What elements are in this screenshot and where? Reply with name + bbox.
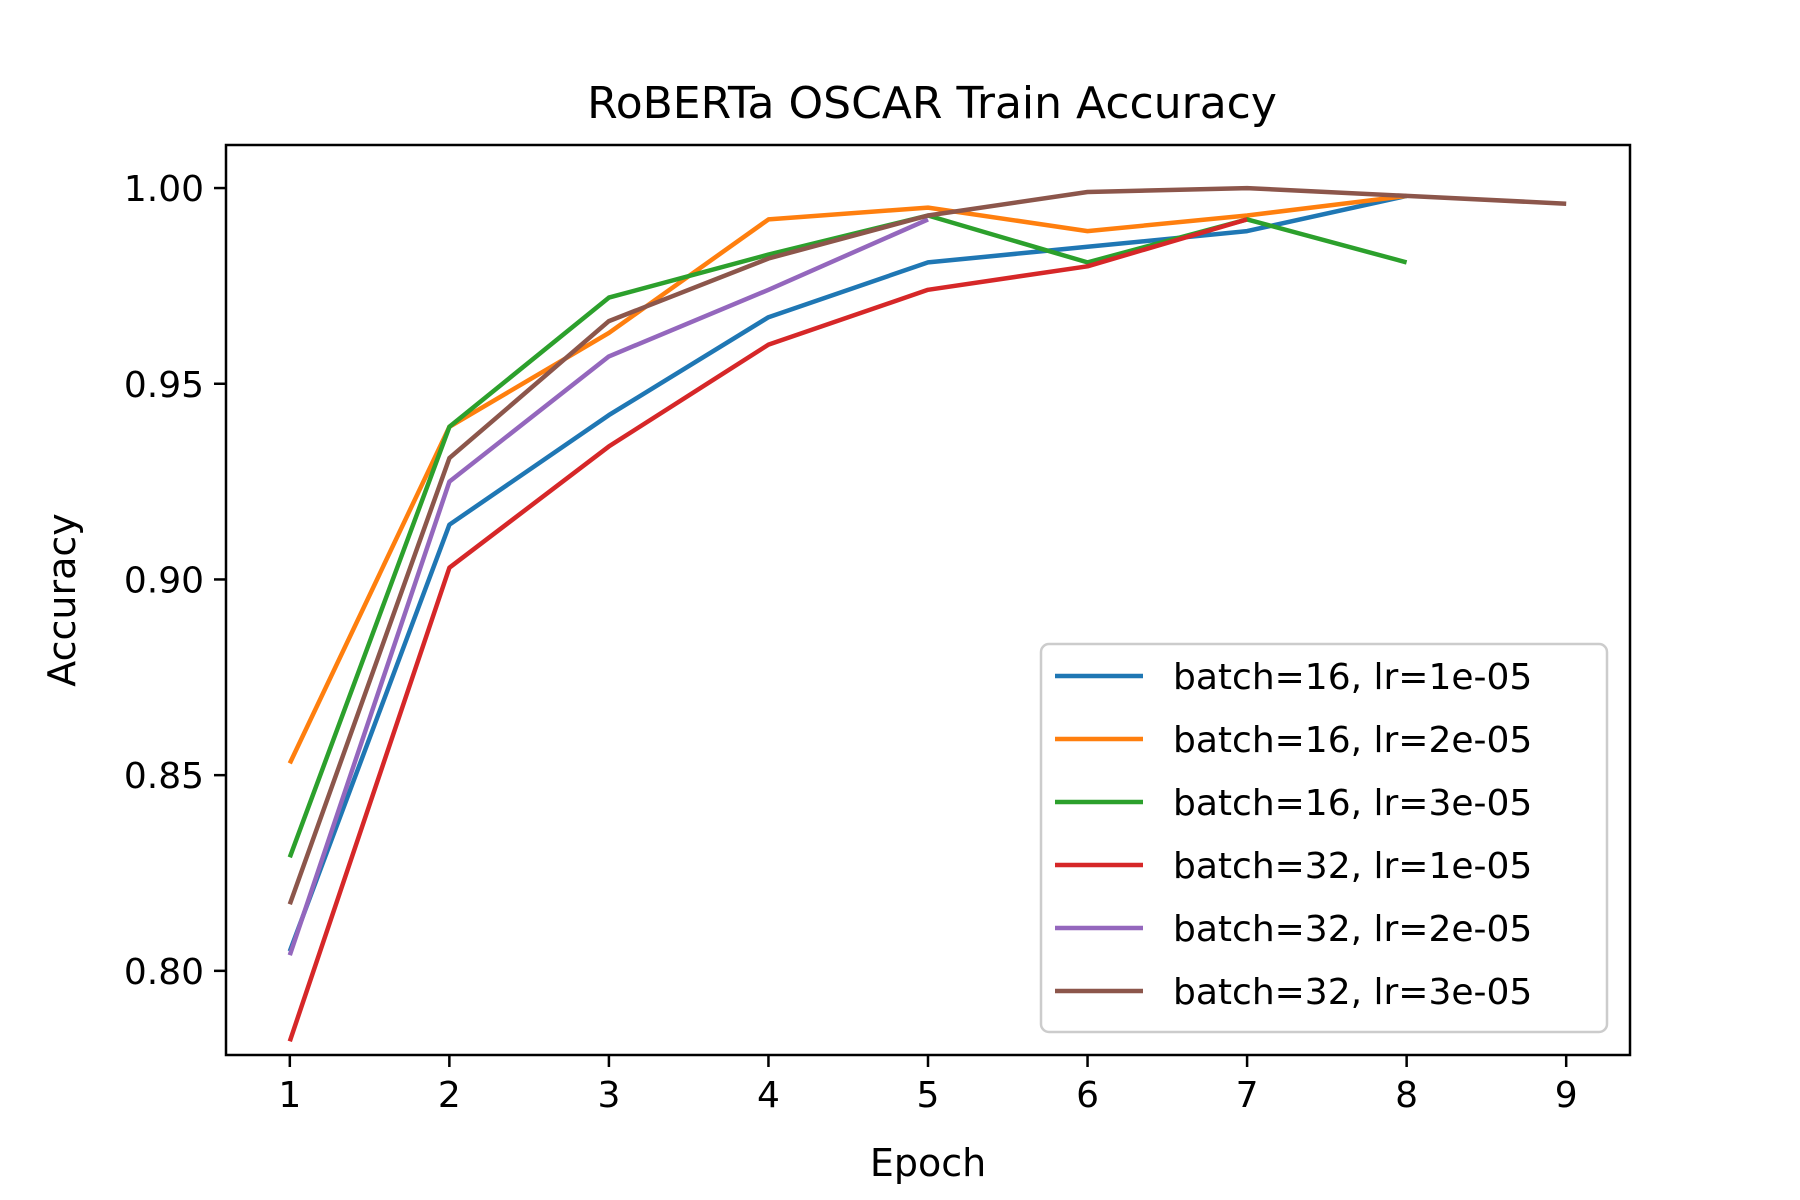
legend-box — [1039, 642, 1609, 1034]
x-tick-label: 3 — [597, 1075, 620, 1116]
y-axis: 0.80 0.85 0.90 0.95 1.00 — [124, 169, 226, 993]
x-tick-label: 6 — [1076, 1075, 1099, 1116]
chart-title: RoBERTa OSCAR Train Accuracy — [587, 78, 1277, 129]
legend-label: batch=32, lr=2e-05 — [1173, 909, 1532, 950]
y-tick-label: 0.95 — [124, 365, 204, 406]
series-line-4 — [287, 217, 1248, 1043]
y-tick-label: 0.80 — [124, 952, 204, 993]
x-tick-label: 9 — [1555, 1075, 1578, 1116]
x-tick-label: 2 — [438, 1075, 461, 1116]
legend-label: batch=32, lr=1e-05 — [1173, 846, 1532, 887]
x-tick-label: 4 — [757, 1075, 780, 1116]
y-tick-label: 1.00 — [124, 169, 204, 210]
x-tick-label: 7 — [1236, 1075, 1259, 1116]
x-tick-label: 8 — [1395, 1075, 1418, 1116]
x-axis: 1 2 3 4 5 6 7 8 9 — [278, 1055, 1578, 1116]
x-axis-label: Epoch — [870, 1141, 986, 1185]
series-line-1 — [287, 193, 1408, 953]
legend-label: batch=32, lr=3e-05 — [1173, 972, 1532, 1013]
legend-label: batch=16, lr=2e-05 — [1173, 720, 1532, 761]
legend-label: batch=16, lr=1e-05 — [1173, 657, 1532, 698]
legend-label: batch=16, lr=3e-05 — [1173, 783, 1532, 824]
x-tick-label: 1 — [278, 1075, 301, 1116]
series-line-6 — [287, 185, 1567, 906]
series-line-2 — [287, 193, 1407, 765]
y-tick-label: 0.90 — [124, 560, 204, 601]
y-axis-label: Accuracy — [40, 513, 84, 687]
legend: batch=16, lr=1e-05 batch=16, lr=2e-05 batc… — [1039, 642, 1609, 1034]
x-tick-label: 5 — [917, 1075, 940, 1116]
y-tick-label: 0.85 — [124, 756, 204, 797]
series-lines — [287, 185, 1567, 1043]
series-line-5 — [287, 217, 929, 956]
